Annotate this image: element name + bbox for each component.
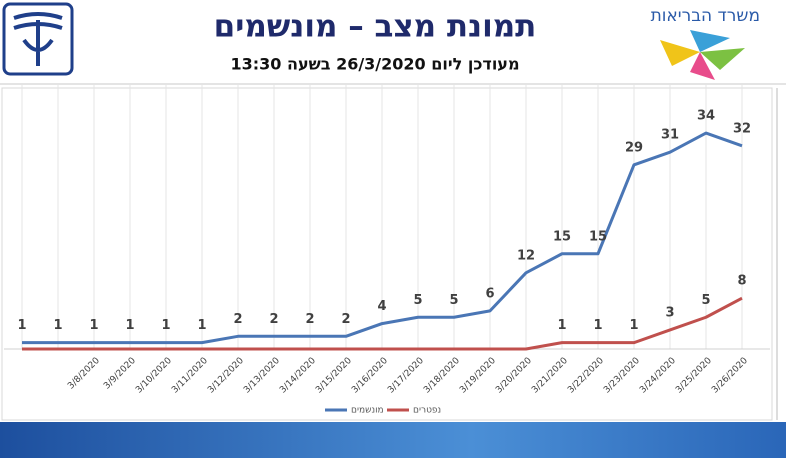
data-label: 2: [305, 312, 314, 327]
data-label: 8: [737, 274, 746, 289]
left-logo: [2, 2, 74, 76]
subtitle: מעודכן ליום 26/3/2020 בשעה 13:30: [230, 55, 519, 74]
right-logo: משרד הבריאות: [651, 6, 760, 80]
data-label: 29: [625, 140, 643, 155]
data-label: 1: [125, 318, 134, 333]
chart-frame: [1, 87, 773, 421]
data-label: 1: [557, 318, 566, 333]
data-label: 6: [485, 286, 494, 301]
data-label: 12: [517, 248, 535, 263]
data-label: 1: [593, 318, 602, 333]
series-line: [22, 131, 743, 345]
data-label: 15: [553, 229, 571, 244]
data-label: 1: [53, 318, 62, 333]
data-label: 5: [413, 293, 422, 308]
data-label: 5: [449, 293, 458, 308]
data-label: 5: [701, 293, 710, 308]
data-label: 3: [665, 305, 674, 320]
title: תמונת מצב – מונשמים: [214, 9, 537, 45]
data-label: 2: [269, 312, 278, 327]
data-label: 2: [233, 312, 242, 327]
data-label: 1: [629, 318, 638, 333]
data-label: 32: [733, 121, 751, 136]
series-line: [22, 296, 743, 351]
data-label: 1: [197, 318, 206, 333]
data-label: 1: [17, 318, 26, 333]
legend-label: נפטרים: [413, 406, 441, 416]
logo-text: משרד הבריאות: [651, 6, 760, 26]
data-label: 34: [697, 109, 715, 124]
data-label: 4: [377, 299, 386, 314]
data-label: 31: [661, 128, 679, 143]
data-label: 2: [341, 312, 350, 327]
data-label: 15: [589, 229, 607, 244]
data-label: 1: [89, 318, 98, 333]
footer-band: [0, 422, 786, 458]
data-label: 1: [161, 318, 170, 333]
legend-label: מונשמים: [351, 406, 384, 416]
